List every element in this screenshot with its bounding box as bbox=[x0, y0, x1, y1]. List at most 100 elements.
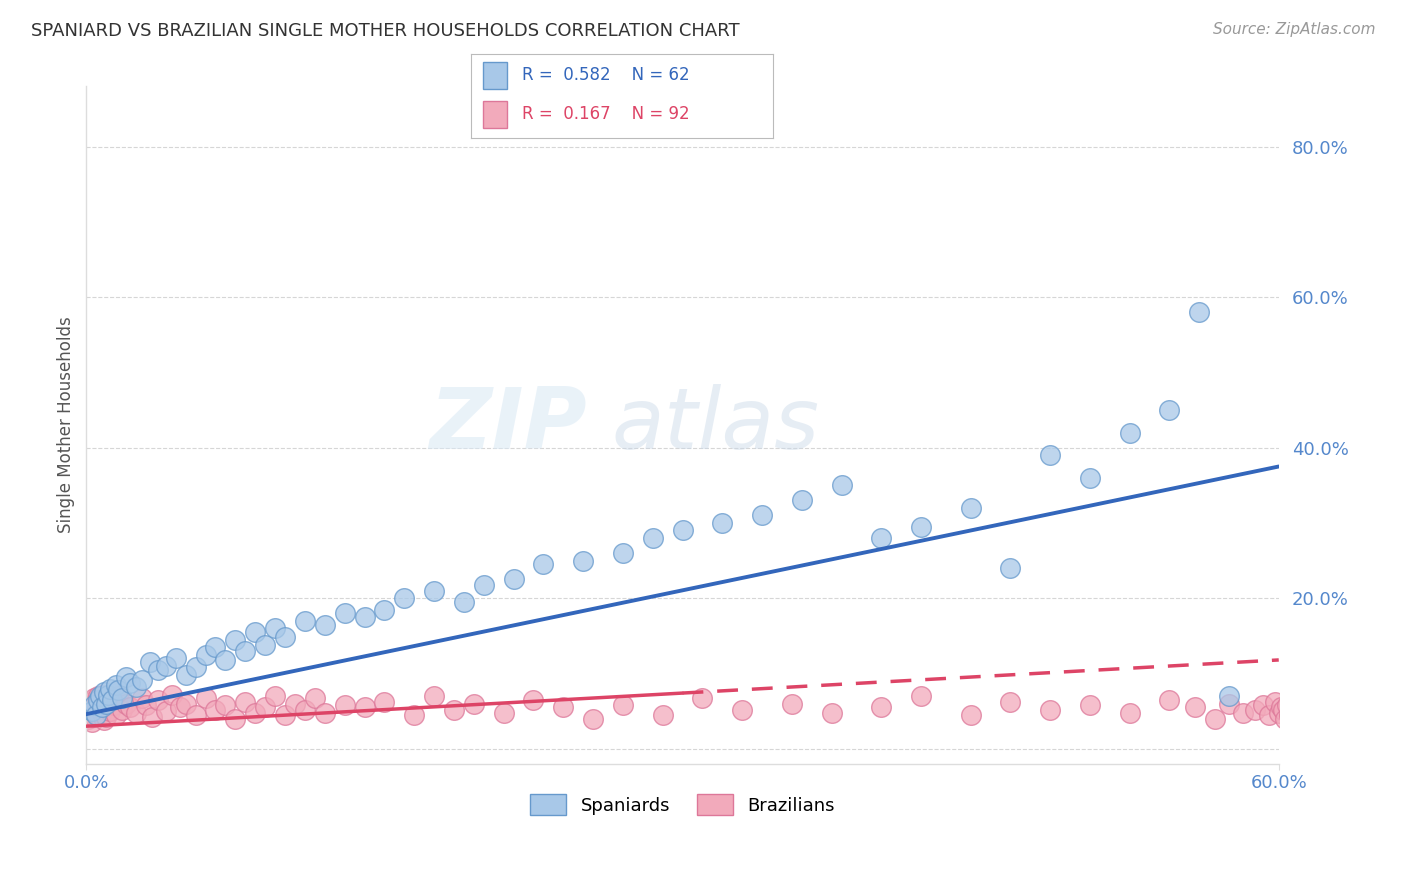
Point bbox=[224, 632, 246, 647]
Point bbox=[353, 700, 375, 714]
Point bbox=[1270, 700, 1292, 714]
Point bbox=[1244, 703, 1267, 717]
Point bbox=[105, 707, 128, 722]
Point bbox=[641, 531, 664, 545]
Point bbox=[118, 675, 141, 690]
Point bbox=[184, 660, 207, 674]
Point bbox=[98, 693, 121, 707]
Point bbox=[87, 693, 110, 707]
Text: R =  0.167    N = 92: R = 0.167 N = 92 bbox=[523, 105, 690, 123]
Point bbox=[160, 688, 183, 702]
Y-axis label: Single Mother Households: Single Mother Households bbox=[58, 317, 75, 533]
Point bbox=[165, 651, 187, 665]
Point bbox=[692, 690, 714, 705]
Point bbox=[910, 519, 932, 533]
Point bbox=[612, 546, 634, 560]
Point bbox=[492, 706, 515, 720]
Point bbox=[870, 531, 893, 545]
Point bbox=[1000, 561, 1022, 575]
Point bbox=[394, 591, 416, 606]
Point bbox=[204, 703, 226, 717]
Point bbox=[77, 700, 100, 714]
Point bbox=[373, 602, 395, 616]
Point bbox=[612, 698, 634, 712]
Point bbox=[1118, 425, 1140, 440]
Point bbox=[96, 697, 118, 711]
Point bbox=[353, 610, 375, 624]
Point bbox=[373, 695, 395, 709]
Point bbox=[820, 706, 842, 720]
Point bbox=[89, 689, 111, 703]
Point bbox=[651, 707, 673, 722]
Point bbox=[107, 683, 129, 698]
Point bbox=[671, 524, 693, 538]
Point bbox=[87, 707, 110, 722]
Point bbox=[1184, 700, 1206, 714]
Point bbox=[194, 648, 217, 662]
Point bbox=[107, 689, 129, 703]
Point bbox=[731, 703, 754, 717]
Point bbox=[82, 715, 104, 730]
Point bbox=[1218, 697, 1240, 711]
Point bbox=[531, 558, 554, 572]
Point bbox=[84, 704, 107, 718]
Point bbox=[89, 693, 111, 707]
Point bbox=[96, 710, 118, 724]
Point bbox=[1232, 706, 1254, 720]
Point bbox=[1159, 693, 1181, 707]
Point bbox=[98, 704, 121, 718]
Point bbox=[572, 553, 595, 567]
Point bbox=[264, 621, 287, 635]
Point bbox=[82, 704, 104, 718]
Point bbox=[245, 625, 267, 640]
Point bbox=[115, 697, 138, 711]
Point bbox=[77, 712, 100, 726]
Point bbox=[83, 710, 105, 724]
Point bbox=[84, 707, 107, 722]
Point bbox=[83, 690, 105, 705]
Point bbox=[194, 690, 217, 705]
Point bbox=[155, 659, 177, 673]
Point bbox=[96, 697, 118, 711]
Point bbox=[245, 706, 267, 720]
Point bbox=[254, 700, 277, 714]
Point bbox=[1204, 712, 1226, 726]
Point bbox=[711, 516, 734, 530]
Point bbox=[233, 695, 256, 709]
Point bbox=[284, 697, 307, 711]
Point bbox=[404, 707, 426, 722]
Point bbox=[1039, 703, 1062, 717]
Point bbox=[423, 583, 446, 598]
Point bbox=[131, 673, 153, 687]
Point bbox=[174, 697, 197, 711]
Point bbox=[1118, 706, 1140, 720]
Bar bbox=[484, 62, 508, 89]
Point bbox=[502, 573, 524, 587]
Text: ZIP: ZIP bbox=[429, 384, 588, 467]
Point bbox=[98, 681, 121, 696]
Point bbox=[1251, 698, 1274, 712]
Point bbox=[274, 707, 297, 722]
Point bbox=[91, 706, 114, 720]
Point bbox=[463, 697, 485, 711]
Point bbox=[103, 698, 125, 712]
Point bbox=[1078, 698, 1101, 712]
Point bbox=[304, 690, 326, 705]
Point bbox=[169, 700, 191, 714]
Point bbox=[264, 689, 287, 703]
Point bbox=[910, 689, 932, 703]
Point bbox=[314, 617, 336, 632]
Point bbox=[553, 700, 575, 714]
Point bbox=[174, 668, 197, 682]
Point bbox=[582, 712, 605, 726]
Point bbox=[1188, 305, 1211, 319]
Point bbox=[333, 698, 356, 712]
Point bbox=[184, 707, 207, 722]
Point bbox=[790, 493, 813, 508]
Point bbox=[1039, 448, 1062, 462]
Point bbox=[751, 508, 773, 523]
Point bbox=[254, 638, 277, 652]
Point bbox=[423, 689, 446, 703]
Point bbox=[1159, 403, 1181, 417]
Point bbox=[1275, 698, 1298, 712]
